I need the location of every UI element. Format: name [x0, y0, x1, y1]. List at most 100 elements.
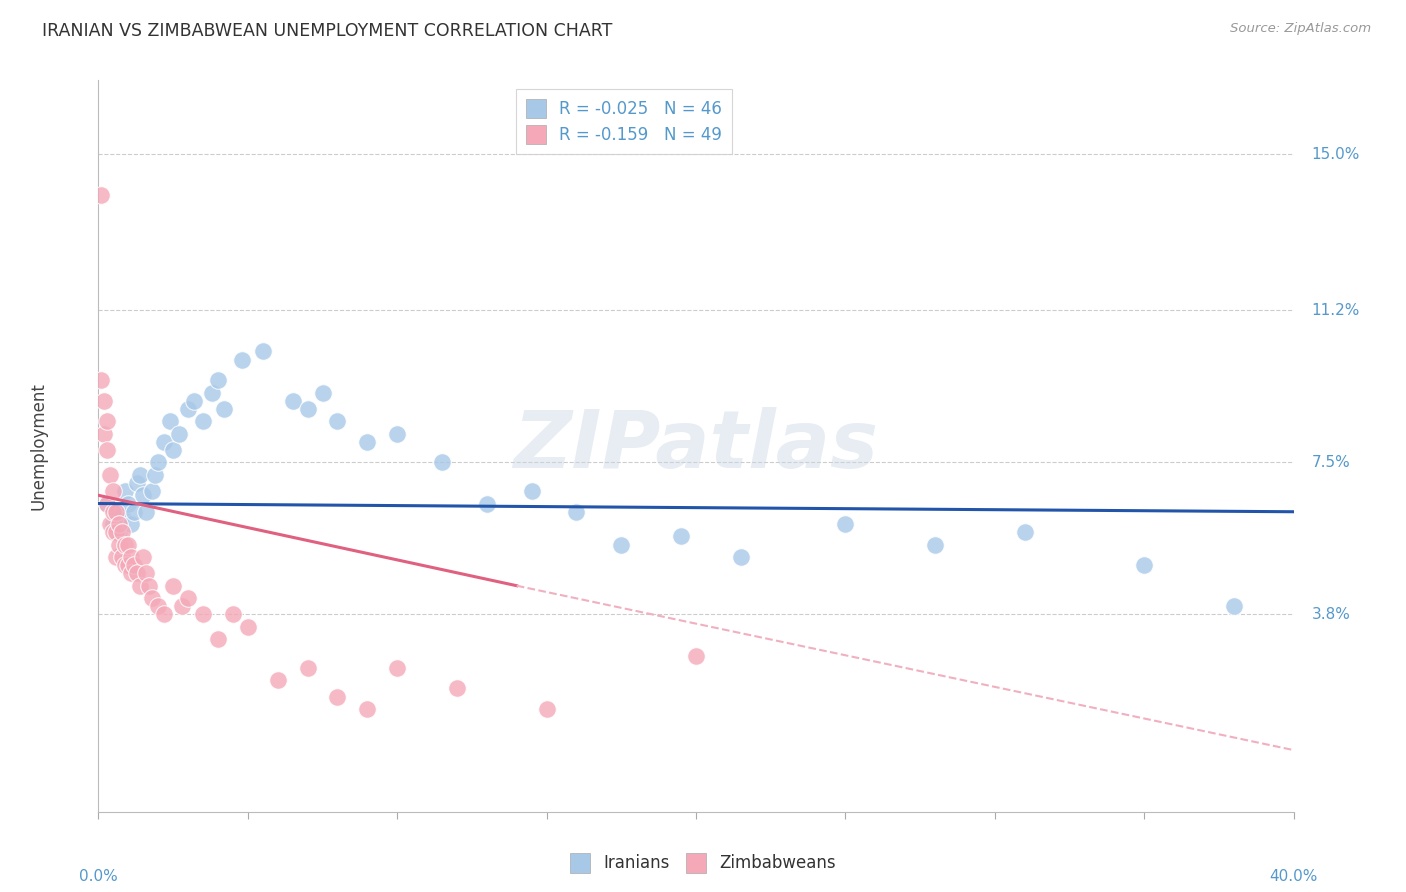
Text: 11.2%: 11.2%: [1312, 303, 1360, 318]
Legend: R = -0.025   N = 46, R = -0.159   N = 49: R = -0.025 N = 46, R = -0.159 N = 49: [516, 88, 733, 153]
Point: [93, 393, 115, 408]
Point: [430, 455, 453, 469]
Point: [297, 661, 319, 675]
Point: [108, 525, 131, 540]
Point: [141, 484, 163, 499]
Point: [207, 632, 229, 647]
Point: [520, 484, 543, 499]
Point: [111, 549, 134, 564]
Point: [281, 393, 304, 408]
Point: [120, 566, 142, 581]
Point: [191, 414, 214, 428]
Point: [385, 661, 409, 675]
Point: [207, 373, 229, 387]
Point: [120, 517, 142, 532]
Point: [103, 484, 125, 499]
Point: [356, 702, 378, 716]
Point: [105, 525, 128, 540]
Point: [475, 496, 498, 510]
Point: [98, 467, 122, 482]
Point: [924, 538, 946, 552]
Point: [222, 607, 245, 622]
Point: [105, 549, 128, 564]
Point: [129, 579, 152, 593]
Point: [105, 505, 128, 519]
Point: [1223, 599, 1246, 614]
Point: [114, 484, 136, 499]
Point: [212, 402, 235, 417]
Point: [183, 393, 205, 408]
Point: [124, 558, 146, 573]
Point: [111, 508, 134, 523]
Point: [669, 529, 692, 543]
Point: [124, 505, 146, 519]
Point: [685, 648, 707, 663]
Point: [167, 426, 190, 441]
Point: [108, 517, 131, 532]
Point: [132, 488, 155, 502]
Point: [148, 455, 170, 469]
Point: [610, 538, 633, 552]
Point: [1014, 525, 1036, 540]
Point: [326, 414, 349, 428]
Point: [105, 505, 128, 519]
Point: [117, 558, 139, 573]
Point: [103, 525, 125, 540]
Text: 0.0%: 0.0%: [79, 869, 118, 884]
Point: [98, 517, 122, 532]
Text: IRANIAN VS ZIMBABWEAN UNEMPLOYMENT CORRELATION CHART: IRANIAN VS ZIMBABWEAN UNEMPLOYMENT CORRE…: [42, 22, 613, 40]
Point: [834, 517, 856, 532]
Point: [96, 496, 118, 510]
Point: [201, 385, 224, 400]
Text: ZIPatlas: ZIPatlas: [513, 407, 879, 485]
Point: [111, 525, 134, 540]
Point: [143, 467, 166, 482]
Point: [132, 549, 155, 564]
Point: [536, 702, 558, 716]
Point: [252, 344, 274, 359]
Point: [127, 475, 149, 490]
Point: [127, 566, 149, 581]
Point: [141, 591, 163, 605]
Point: [108, 538, 131, 552]
Point: [90, 373, 112, 387]
Point: [96, 443, 118, 458]
Point: [103, 517, 125, 532]
Point: [177, 402, 200, 417]
Point: [153, 607, 176, 622]
Point: [311, 385, 333, 400]
Point: [96, 496, 118, 510]
Point: [153, 434, 176, 449]
Point: [159, 414, 181, 428]
Text: 3.8%: 3.8%: [1312, 607, 1350, 622]
Point: [117, 538, 139, 552]
Point: [1133, 558, 1156, 573]
Point: [446, 681, 468, 696]
Legend: Iranians, Zimbabweans: Iranians, Zimbabweans: [564, 847, 842, 880]
Point: [120, 549, 142, 564]
Point: [267, 673, 290, 688]
Point: [90, 188, 112, 202]
Text: 40.0%: 40.0%: [1270, 869, 1317, 884]
Point: [565, 505, 588, 519]
Point: [356, 434, 378, 449]
Point: [93, 426, 115, 441]
Point: [135, 566, 157, 581]
Point: [191, 607, 214, 622]
Point: [114, 558, 136, 573]
Text: 15.0%: 15.0%: [1312, 147, 1360, 161]
Point: [326, 690, 349, 704]
Point: [385, 426, 409, 441]
Point: [730, 549, 752, 564]
Point: [114, 538, 136, 552]
Point: [162, 579, 184, 593]
Point: [96, 414, 118, 428]
Point: [138, 579, 160, 593]
Point: [177, 591, 200, 605]
Point: [103, 505, 125, 519]
Point: [297, 402, 319, 417]
Point: [231, 352, 253, 367]
Point: [236, 620, 259, 634]
Point: [129, 467, 152, 482]
Text: Unemployment: Unemployment: [30, 382, 48, 510]
